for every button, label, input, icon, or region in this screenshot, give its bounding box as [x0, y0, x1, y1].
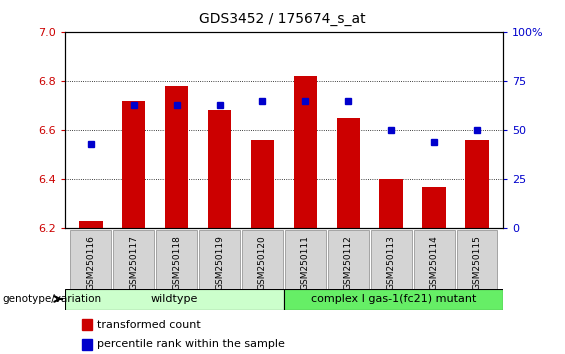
Text: GSM250119: GSM250119: [215, 235, 224, 290]
Text: GSM250120: GSM250120: [258, 235, 267, 290]
Text: GSM250112: GSM250112: [344, 235, 353, 290]
Bar: [294, 76, 317, 228]
Bar: [122, 101, 145, 228]
Text: GSM250114: GSM250114: [429, 235, 438, 290]
Bar: [70, 230, 111, 289]
Bar: [156, 230, 197, 289]
Text: transformed count: transformed count: [97, 320, 201, 330]
Text: GSM250115: GSM250115: [472, 235, 481, 290]
Bar: [251, 140, 274, 228]
Bar: [337, 118, 360, 228]
Text: wildtype: wildtype: [151, 295, 198, 304]
Text: GSM250117: GSM250117: [129, 235, 138, 290]
Text: GDS3452 / 175674_s_at: GDS3452 / 175674_s_at: [199, 12, 366, 27]
Bar: [466, 140, 489, 228]
Bar: [380, 179, 403, 228]
Text: GSM250118: GSM250118: [172, 235, 181, 290]
Text: GSM250111: GSM250111: [301, 235, 310, 290]
Bar: [82, 319, 92, 330]
Bar: [457, 230, 498, 289]
Text: GSM250116: GSM250116: [86, 235, 95, 290]
Text: GSM250113: GSM250113: [386, 235, 396, 290]
Bar: [414, 230, 455, 289]
Bar: [328, 230, 369, 289]
Text: complex I gas-1(fc21) mutant: complex I gas-1(fc21) mutant: [311, 295, 476, 304]
Bar: [82, 338, 92, 350]
Bar: [242, 230, 283, 289]
Bar: [285, 230, 326, 289]
Bar: [113, 230, 154, 289]
Bar: [199, 230, 240, 289]
Bar: [371, 230, 412, 289]
Text: percentile rank within the sample: percentile rank within the sample: [97, 339, 285, 349]
Bar: [284, 289, 503, 310]
Bar: [423, 187, 446, 228]
Bar: [165, 86, 188, 228]
Bar: [208, 110, 231, 228]
Bar: [65, 289, 284, 310]
Bar: [79, 221, 102, 228]
Text: genotype/variation: genotype/variation: [3, 295, 102, 304]
